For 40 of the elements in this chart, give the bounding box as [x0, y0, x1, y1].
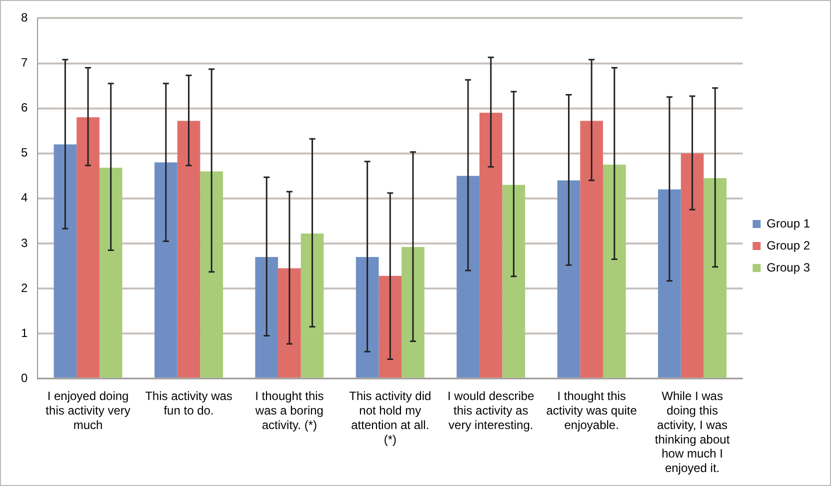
bar	[278, 268, 301, 378]
bar	[356, 256, 379, 378]
y-tick-label: 2	[20, 280, 28, 295]
bar	[658, 189, 681, 378]
bar	[680, 153, 704, 378]
legend-label: Group 3	[766, 260, 810, 274]
bar	[378, 276, 402, 378]
y-tick-label: 3	[20, 236, 28, 250]
y-tick-label: 4	[20, 190, 28, 205]
x-tick-label: I thought this was a boring activity. (*)	[254, 389, 324, 432]
bar	[502, 184, 526, 378]
bar	[255, 256, 278, 378]
legend-label: Group 2	[766, 238, 810, 252]
bar	[602, 164, 626, 378]
bar	[300, 234, 324, 378]
x-tick-label: While I was doing this activity, I was thinking about how much I enjoyed it.	[654, 389, 730, 476]
bar	[402, 247, 424, 378]
bar	[76, 117, 100, 378]
legend-label: Group 1	[766, 216, 810, 230]
bar	[154, 162, 178, 378]
y-tick-label: 5	[20, 146, 28, 160]
x-tick-label: This activity was fun to do.	[145, 389, 232, 418]
bar	[177, 120, 200, 378]
y-tick-label: 7	[20, 56, 28, 70]
bar	[200, 171, 223, 378]
y-tick-label: 0	[20, 370, 28, 385]
y-tick-label: 8	[20, 10, 28, 25]
bar	[580, 120, 603, 378]
y-tick-label: 1	[20, 326, 28, 340]
bar	[557, 180, 580, 378]
x-tick-label: I would describe this activity as very interesting.	[448, 389, 535, 432]
x-tick-label: I enjoyed doing this activity very much	[46, 389, 130, 432]
bar	[704, 178, 727, 378]
x-tick-label: I thought this activity was quite enjoyable.	[546, 389, 638, 432]
bar	[54, 144, 77, 378]
x-tick-label: This activity did not hold my attention at all. (*)	[349, 389, 432, 446]
bar	[99, 168, 122, 378]
bar	[456, 176, 480, 378]
bar	[479, 112, 502, 378]
y-tick-label: 6	[20, 100, 28, 115]
